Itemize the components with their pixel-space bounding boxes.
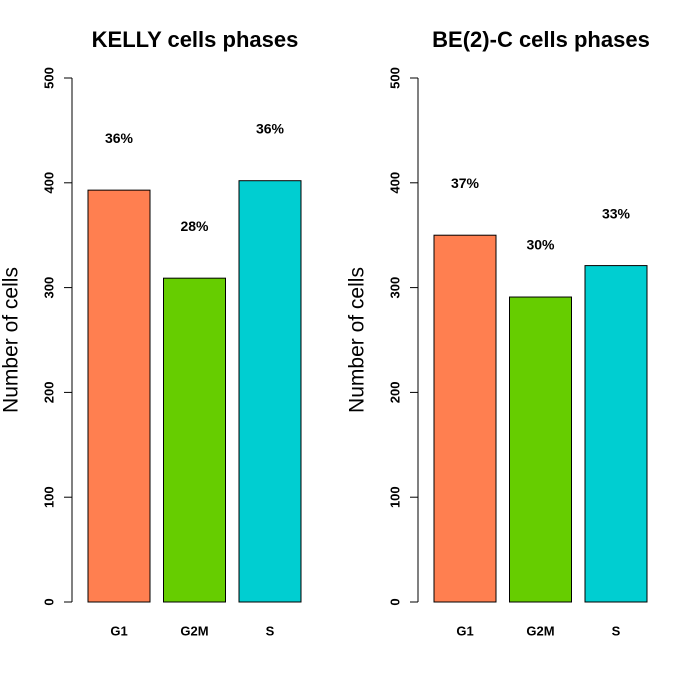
chart-title: BE(2)-C cells phases bbox=[432, 27, 650, 52]
x-tick-label: G2M bbox=[526, 623, 554, 638]
x-tick-label: G2M bbox=[180, 623, 208, 638]
bar bbox=[584, 265, 648, 603]
bar bbox=[87, 189, 151, 603]
y-tick-label: 200 bbox=[387, 382, 402, 404]
y-tick-label: 400 bbox=[387, 172, 402, 194]
y-tick-label: 0 bbox=[387, 598, 402, 605]
y-tick-label: 300 bbox=[387, 277, 402, 299]
bar bbox=[238, 180, 302, 603]
y-tick-label: 100 bbox=[387, 486, 402, 508]
x-tick-label: G1 bbox=[456, 623, 473, 638]
y-tick-label: 0 bbox=[41, 598, 56, 605]
bar-label: 30% bbox=[526, 237, 555, 253]
y-axis-label: Number of cells bbox=[0, 267, 23, 413]
y-tick-label: 400 bbox=[41, 172, 56, 194]
x-tick-label: G1 bbox=[110, 623, 127, 638]
bar bbox=[433, 234, 497, 603]
y-tick-label: 300 bbox=[41, 277, 56, 299]
chart-title: KELLY cells phases bbox=[92, 27, 299, 52]
y-tick-label: 200 bbox=[41, 382, 56, 404]
y-tick-label: 100 bbox=[41, 486, 56, 508]
bar-label: 33% bbox=[602, 205, 631, 221]
y-tick-label: 500 bbox=[387, 67, 402, 89]
bar-label: 36% bbox=[256, 120, 285, 136]
y-axis-label: Number of cells bbox=[346, 267, 369, 413]
bar-label: 36% bbox=[105, 130, 134, 146]
x-tick-label: S bbox=[612, 623, 621, 638]
bar bbox=[509, 296, 572, 603]
x-tick-label: S bbox=[266, 623, 275, 638]
bar-label: 37% bbox=[451, 175, 480, 191]
bar-label: 28% bbox=[180, 218, 209, 234]
bar bbox=[163, 277, 226, 603]
y-tick-label: 500 bbox=[41, 67, 56, 89]
